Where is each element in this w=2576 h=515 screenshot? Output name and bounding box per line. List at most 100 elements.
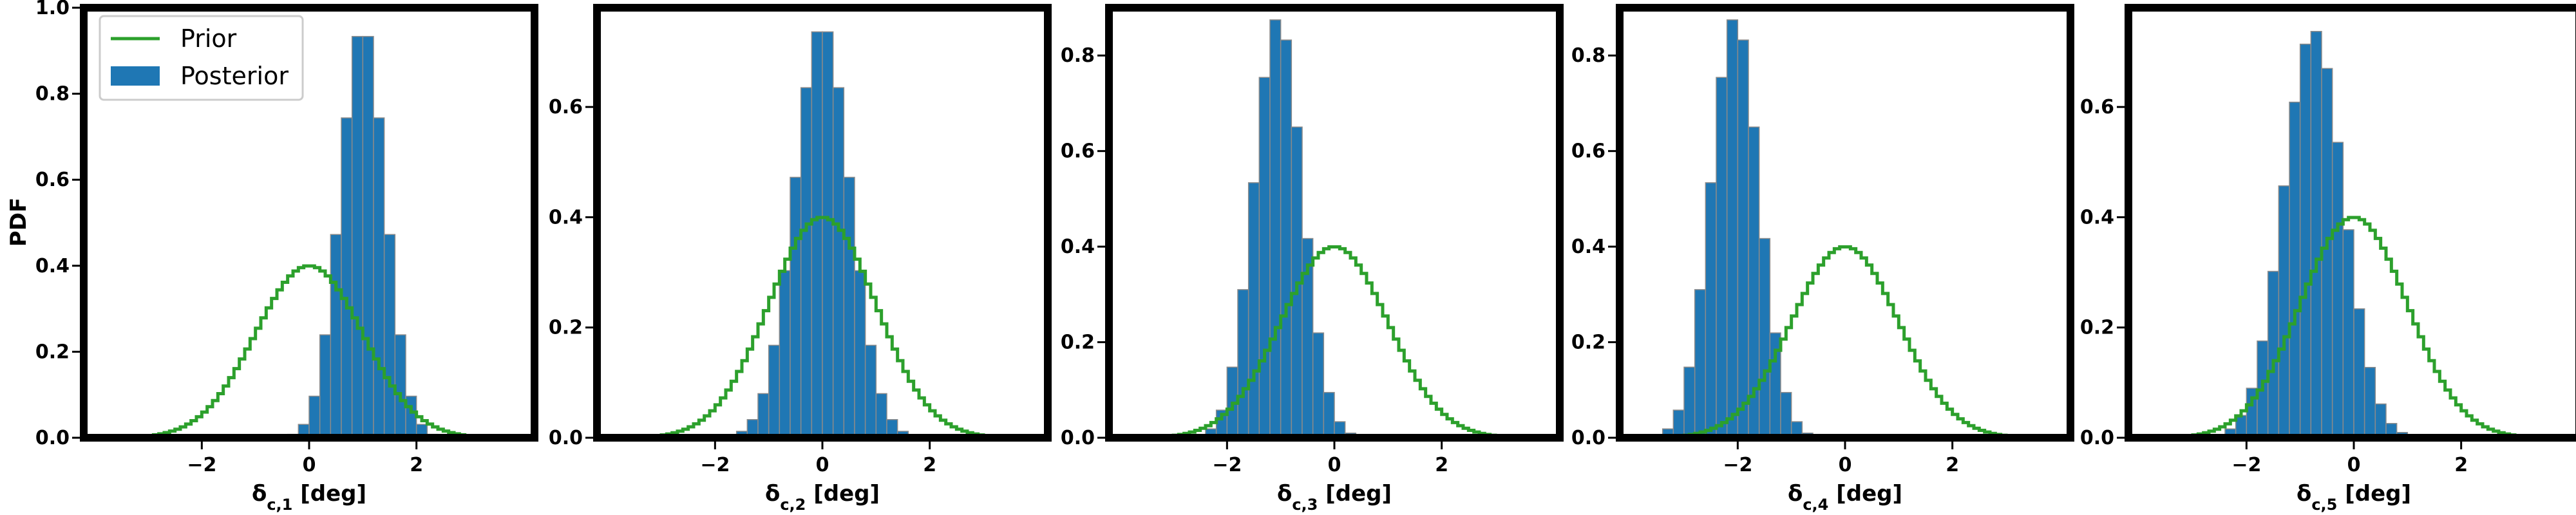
posterior-bar: [1716, 77, 1728, 438]
posterior-bar: [2363, 366, 2376, 438]
y-tick-label: 0.4: [1061, 236, 1095, 258]
posterior-bar: [383, 234, 396, 438]
x-tick-label: −2: [2231, 454, 2261, 476]
x-tick-label: 0: [1328, 454, 1341, 476]
legend-prior-label: Prior: [180, 24, 237, 53]
x-tick-label: 2: [2454, 454, 2468, 476]
x-tick-label: 2: [923, 454, 936, 476]
axes-frame: [593, 4, 1052, 442]
posterior-bar: [1258, 77, 1271, 438]
panel-2: −2 0 2 0.0 0.2 0.4 0.6 δc,2 [deg]: [549, 4, 1052, 514]
y-tick-label: 0.6: [1061, 140, 1095, 163]
y-tick-label: 0.2: [2080, 317, 2114, 339]
posterior-bar: [1323, 391, 1335, 438]
axes-frame: [2125, 4, 2576, 442]
posterior-bar: [1726, 19, 1739, 438]
posterior-bar: [1769, 332, 1781, 438]
y-tick-label: 0.2: [1571, 332, 1605, 354]
posterior-bar: [875, 393, 887, 438]
x-axis-label: δc,3 [deg]: [1277, 481, 1392, 514]
posterior-bar: [1780, 391, 1792, 438]
posterior-bar: [330, 234, 342, 438]
prior-step-curve: [1109, 245, 1560, 440]
posterior-histogram: [287, 35, 439, 438]
legend: Prior Posterior: [99, 15, 304, 101]
y-tick-label: 0.6: [35, 169, 70, 191]
x-tick-label: −2: [187, 454, 216, 476]
panel-5: −2 0 2 0.0 0.2 0.4 0.6 δc,5 [deg]: [2080, 4, 2576, 514]
posterior-bar: [405, 395, 417, 438]
y-tick-label: 0.0: [1061, 427, 1095, 449]
x-tick-label: −2: [1723, 454, 1752, 476]
axes-frame: [1105, 4, 1564, 442]
x-axis-label: δc,5 [deg]: [2297, 481, 2411, 514]
posterior-bar: [822, 31, 834, 438]
panel-1: −2 0 2 0.0 0.2 0.4 0.6 0.8 1.0 δc,1 [deg]: [35, 0, 538, 514]
y-tick-label: 0.4: [2080, 206, 2114, 229]
posterior-bar: [1280, 39, 1293, 438]
y-tick-label: 0.6: [549, 96, 583, 118]
posterior-bar: [2374, 403, 2387, 438]
legend-posterior-label: Posterior: [180, 62, 289, 90]
posterior-bar: [2299, 43, 2312, 438]
prior-step-curve: [597, 216, 1048, 440]
posterior-bar: [1237, 289, 1249, 438]
y-tick-label: 0.4: [35, 255, 70, 277]
posterior-bar: [2353, 308, 2365, 438]
axes-frame: [80, 4, 538, 442]
posterior-histogram: [1651, 19, 1824, 438]
posterior-bar: [1694, 289, 1707, 438]
posterior-bar: [341, 117, 353, 438]
x-tick-label: 0: [2347, 454, 2361, 476]
x-tick-label: 0: [1839, 454, 1852, 476]
x-tick-label: 2: [410, 454, 423, 476]
legend-posterior-swatch: [111, 66, 160, 86]
y-tick-label: 0.2: [35, 341, 70, 363]
y-tick-label: 0.4: [549, 206, 583, 229]
posterior-bar: [394, 334, 406, 438]
posterior-bar: [2246, 388, 2258, 438]
posterior-bar: [2321, 68, 2333, 438]
x-tick-label: 0: [816, 454, 829, 476]
posterior-bar: [1247, 182, 1260, 438]
posterior-bar: [864, 344, 877, 438]
posterior-bar: [1758, 238, 1771, 438]
posterior-bar: [1683, 366, 1696, 438]
posterior-bar: [832, 87, 845, 438]
prior-step-curve: [2128, 216, 2576, 440]
posterior-bar: [373, 117, 385, 438]
x-axis-label: δc,1 [deg]: [252, 481, 366, 514]
posterior-bar: [757, 393, 770, 438]
posterior-histogram: [2213, 31, 2419, 438]
posterior-bar: [779, 270, 791, 438]
posterior-bar: [1269, 19, 1282, 438]
panel-4: −2 0 2 0.0 0.2 0.4 0.6 0.8 δc,4 [deg]: [1571, 4, 2074, 514]
y-axis-label-pdf: PDF: [6, 198, 32, 247]
posterior-bar: [2331, 142, 2344, 438]
subplot-panels: −2 0 2 0.0 0.2 0.4 0.6 0.8 1.0 δc,1 [deg] −2 0 2 0.0 0…: [35, 0, 2576, 514]
y-tick-label: 0.6: [1571, 140, 1605, 163]
y-tick-label: 0.2: [1061, 332, 1095, 354]
x-tick-label: 0: [303, 454, 316, 476]
x-tick-label: −2: [1212, 454, 1242, 476]
posterior-bar: [2289, 101, 2301, 438]
x-tick-label: 2: [1435, 454, 1448, 476]
x-axis-label: δc,2 [deg]: [765, 481, 880, 514]
y-tick-label: 0.2: [549, 317, 583, 339]
y-tick-label: 0.0: [1571, 427, 1605, 449]
y-tick-label: 0.0: [549, 427, 583, 449]
posterior-bar: [351, 35, 364, 438]
x-axis-label: δc,4 [deg]: [1788, 481, 1902, 514]
posterior-bar: [854, 270, 866, 438]
posterior-bar: [319, 334, 332, 438]
axes-frame: [1616, 4, 2074, 442]
x-tick-label: −2: [700, 454, 730, 476]
y-tick-label: 0.6: [2080, 96, 2114, 118]
posterior-bar: [800, 87, 813, 438]
y-tick-label: 1.0: [35, 0, 70, 19]
posterior-bar: [1737, 39, 1749, 438]
posterior-bar: [1312, 332, 1325, 438]
posterior-bar: [768, 344, 781, 438]
posterior-bar: [1705, 182, 1717, 438]
